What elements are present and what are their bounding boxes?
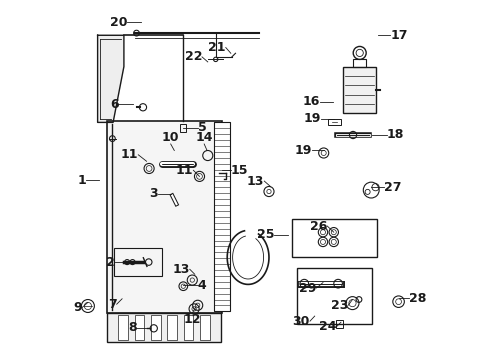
Bar bbox=[167, 315, 177, 340]
Bar bbox=[118, 315, 128, 340]
Text: 21: 21 bbox=[208, 41, 225, 54]
Text: 13: 13 bbox=[246, 175, 264, 188]
Text: 12: 12 bbox=[183, 313, 201, 326]
Bar bbox=[107, 313, 221, 342]
Text: 13: 13 bbox=[172, 263, 189, 276]
Text: 14: 14 bbox=[195, 131, 212, 144]
Text: 1: 1 bbox=[77, 174, 86, 186]
Bar bbox=[180, 124, 186, 132]
Text: 25: 25 bbox=[256, 228, 274, 241]
Text: 29: 29 bbox=[299, 282, 316, 294]
Bar bbox=[200, 315, 209, 340]
Text: 30: 30 bbox=[292, 315, 309, 328]
Bar bbox=[352, 59, 366, 67]
Bar bbox=[213, 122, 230, 311]
Bar bbox=[327, 119, 340, 125]
Bar bbox=[336, 320, 343, 328]
Text: 8: 8 bbox=[128, 321, 136, 334]
Bar bbox=[183, 315, 193, 340]
Text: 28: 28 bbox=[408, 292, 426, 305]
Bar bbox=[291, 219, 376, 257]
Text: 3: 3 bbox=[149, 187, 158, 200]
Bar bbox=[107, 121, 222, 313]
Text: 20: 20 bbox=[110, 16, 127, 29]
Bar bbox=[151, 315, 161, 340]
Text: 27: 27 bbox=[384, 181, 401, 194]
Polygon shape bbox=[98, 35, 123, 122]
Text: 18: 18 bbox=[386, 129, 403, 141]
Bar bbox=[134, 315, 144, 340]
Bar bbox=[296, 268, 371, 324]
Text: 11: 11 bbox=[176, 164, 193, 177]
Text: 4: 4 bbox=[197, 279, 206, 292]
Text: 15: 15 bbox=[230, 164, 248, 177]
Text: 17: 17 bbox=[389, 29, 407, 42]
Text: 7: 7 bbox=[108, 298, 117, 311]
Text: 19: 19 bbox=[294, 144, 311, 157]
Text: 26: 26 bbox=[309, 220, 326, 233]
Text: 2: 2 bbox=[106, 256, 115, 269]
Text: 6: 6 bbox=[110, 98, 118, 111]
Bar bbox=[114, 248, 162, 276]
Text: 19: 19 bbox=[303, 112, 320, 125]
Bar bbox=[343, 67, 375, 113]
Text: 11: 11 bbox=[121, 148, 138, 161]
Text: 22: 22 bbox=[184, 50, 202, 63]
Text: 5: 5 bbox=[197, 121, 206, 134]
Text: 9: 9 bbox=[73, 301, 81, 314]
Text: 24: 24 bbox=[318, 320, 336, 333]
Text: 23: 23 bbox=[330, 299, 347, 312]
Text: 10: 10 bbox=[162, 131, 179, 144]
Text: 16: 16 bbox=[302, 95, 320, 108]
